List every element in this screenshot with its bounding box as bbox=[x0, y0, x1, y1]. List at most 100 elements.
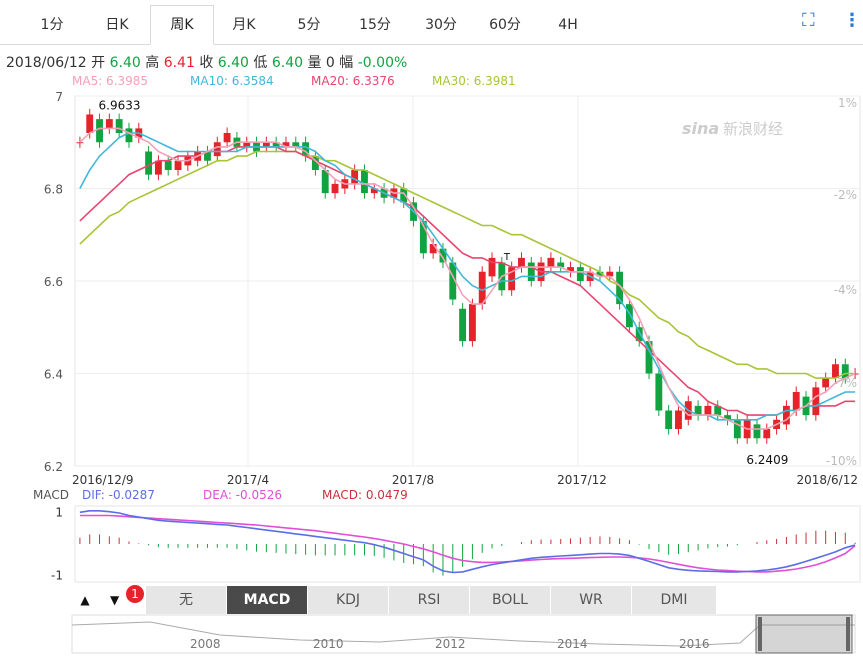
candle-body bbox=[174, 160, 182, 170]
navigator-left-handle[interactable] bbox=[758, 617, 762, 651]
candle-body bbox=[125, 128, 133, 143]
dea-legend: DEA: -0.0526 bbox=[203, 488, 282, 502]
candle-body bbox=[96, 119, 103, 143]
low-label: 低 bbox=[253, 55, 268, 71]
candle-body bbox=[832, 364, 839, 379]
period-tabs: 1分 日K 周K 月K 5分 15分 30分 60分 4H ⛶ ⋮ bbox=[0, 0, 863, 45]
indicator-dmi[interactable]: DMI bbox=[632, 586, 717, 614]
y-right-tick-label: -10% bbox=[826, 454, 857, 468]
candle-body bbox=[253, 142, 260, 152]
candle-body bbox=[625, 304, 633, 328]
plot-frame bbox=[74, 95, 861, 467]
change-label: 幅 bbox=[339, 55, 354, 71]
dea-line bbox=[79, 514, 856, 573]
fullscreen-icon[interactable]: ⛶ bbox=[802, 10, 815, 31]
arrow-up-icon[interactable]: ▲ bbox=[72, 586, 98, 614]
timeline-year: 2012 bbox=[435, 637, 466, 651]
x-tick-label: 2018/6/12 bbox=[796, 473, 858, 487]
candle-body bbox=[361, 170, 368, 194]
indicator-rsi[interactable]: RSI bbox=[389, 586, 470, 614]
open-label: 开 bbox=[91, 55, 106, 71]
high-value: 6.41 bbox=[163, 55, 195, 71]
candle-body bbox=[321, 170, 329, 194]
dif-line bbox=[79, 510, 856, 574]
candle-body bbox=[76, 142, 84, 144]
close-value: 6.40 bbox=[217, 55, 249, 71]
more-menu-icon[interactable]: ⋮ bbox=[843, 10, 861, 31]
candle-body bbox=[272, 142, 280, 147]
candle-body bbox=[596, 271, 604, 277]
candle-body bbox=[655, 373, 663, 411]
x-tick-label: 2016/12/9 bbox=[72, 473, 134, 487]
volume-value: 0 bbox=[325, 55, 335, 71]
navigator-line bbox=[71, 621, 855, 647]
quote-summary: 2018/06/12 开 6.40 高 6.41 收 6.40 低 6.40 量… bbox=[6, 52, 407, 72]
candle-body bbox=[400, 188, 408, 203]
candle-body bbox=[194, 151, 202, 161]
min-price-label: 6.2409 bbox=[746, 453, 788, 467]
macd-y-tick: 1 bbox=[55, 505, 63, 519]
y-tick-label: 6.6 bbox=[44, 275, 63, 289]
tab-monthly[interactable]: 月K bbox=[232, 17, 256, 33]
arrow-down-icon[interactable]: ▼ 1 bbox=[102, 585, 144, 614]
candle-body bbox=[753, 424, 761, 439]
candle-body bbox=[773, 419, 781, 429]
x-tick-label: 2017/12 bbox=[557, 473, 607, 487]
tab-15min[interactable]: 15分 bbox=[359, 17, 391, 33]
tab-30min[interactable]: 30分 bbox=[425, 17, 457, 33]
navigator-right-handle[interactable] bbox=[846, 617, 850, 651]
y-tick-label: 6.4 bbox=[44, 368, 63, 382]
navigator-window[interactable] bbox=[755, 614, 853, 654]
volume-label: 量 bbox=[307, 55, 322, 71]
candle-body bbox=[645, 341, 653, 374]
candle-body bbox=[184, 156, 192, 166]
ma20-legend: MA20: 6.3376 bbox=[311, 74, 395, 88]
candle-body bbox=[223, 133, 231, 143]
candle-body bbox=[468, 304, 476, 342]
indicator-kdj[interactable]: KDJ bbox=[308, 586, 389, 614]
candle-body bbox=[704, 405, 712, 416]
tab-4h[interactable]: 4H bbox=[558, 17, 578, 33]
candle-body bbox=[802, 396, 810, 416]
navigator-frame bbox=[71, 614, 856, 654]
indicator-none[interactable]: 无 bbox=[146, 586, 227, 614]
candle-body bbox=[380, 188, 388, 198]
candle-body bbox=[675, 410, 682, 429]
ma20-line bbox=[79, 146, 856, 416]
candle-body bbox=[419, 220, 427, 254]
candle-body bbox=[302, 142, 310, 157]
tab-60min[interactable]: 60分 bbox=[489, 17, 521, 33]
candle-body bbox=[527, 262, 535, 281]
max-price-label: 6.9633 bbox=[99, 98, 141, 112]
watermark-logo: sina bbox=[682, 119, 719, 138]
dif-legend: DIF: -0.0287 bbox=[82, 488, 155, 502]
ma5-line bbox=[79, 127, 856, 430]
indicator-macd[interactable]: MACD bbox=[227, 586, 308, 614]
candle-body bbox=[635, 327, 643, 342]
candle-body bbox=[557, 262, 565, 268]
candle-body bbox=[459, 308, 467, 342]
y-tick-label: 6.2 bbox=[44, 460, 63, 474]
candle-body bbox=[204, 151, 211, 161]
tab-daily[interactable]: 日K bbox=[105, 17, 129, 33]
candle-body bbox=[351, 170, 359, 184]
candle-body bbox=[684, 401, 692, 420]
timeline-year: 2016 bbox=[679, 637, 710, 651]
candle-body bbox=[841, 364, 849, 379]
indicator-wr[interactable]: WR bbox=[551, 586, 632, 614]
tab-weekly[interactable]: 周K bbox=[150, 5, 214, 45]
candle-body bbox=[390, 188, 398, 198]
candle-body bbox=[449, 262, 457, 300]
indicator-boll[interactable]: BOLL bbox=[470, 586, 551, 614]
macd-value-legend: MACD: 0.0479 bbox=[322, 488, 408, 502]
tab-1min[interactable]: 1分 bbox=[40, 17, 64, 33]
candle-body bbox=[782, 405, 790, 425]
low-value: 6.40 bbox=[271, 55, 304, 71]
ma30-line bbox=[79, 150, 856, 379]
flag-label: T bbox=[503, 252, 511, 263]
candle-body bbox=[586, 271, 594, 281]
candle-body bbox=[282, 142, 290, 147]
tab-5min[interactable]: 5分 bbox=[297, 17, 321, 33]
candle-body bbox=[115, 119, 123, 133]
